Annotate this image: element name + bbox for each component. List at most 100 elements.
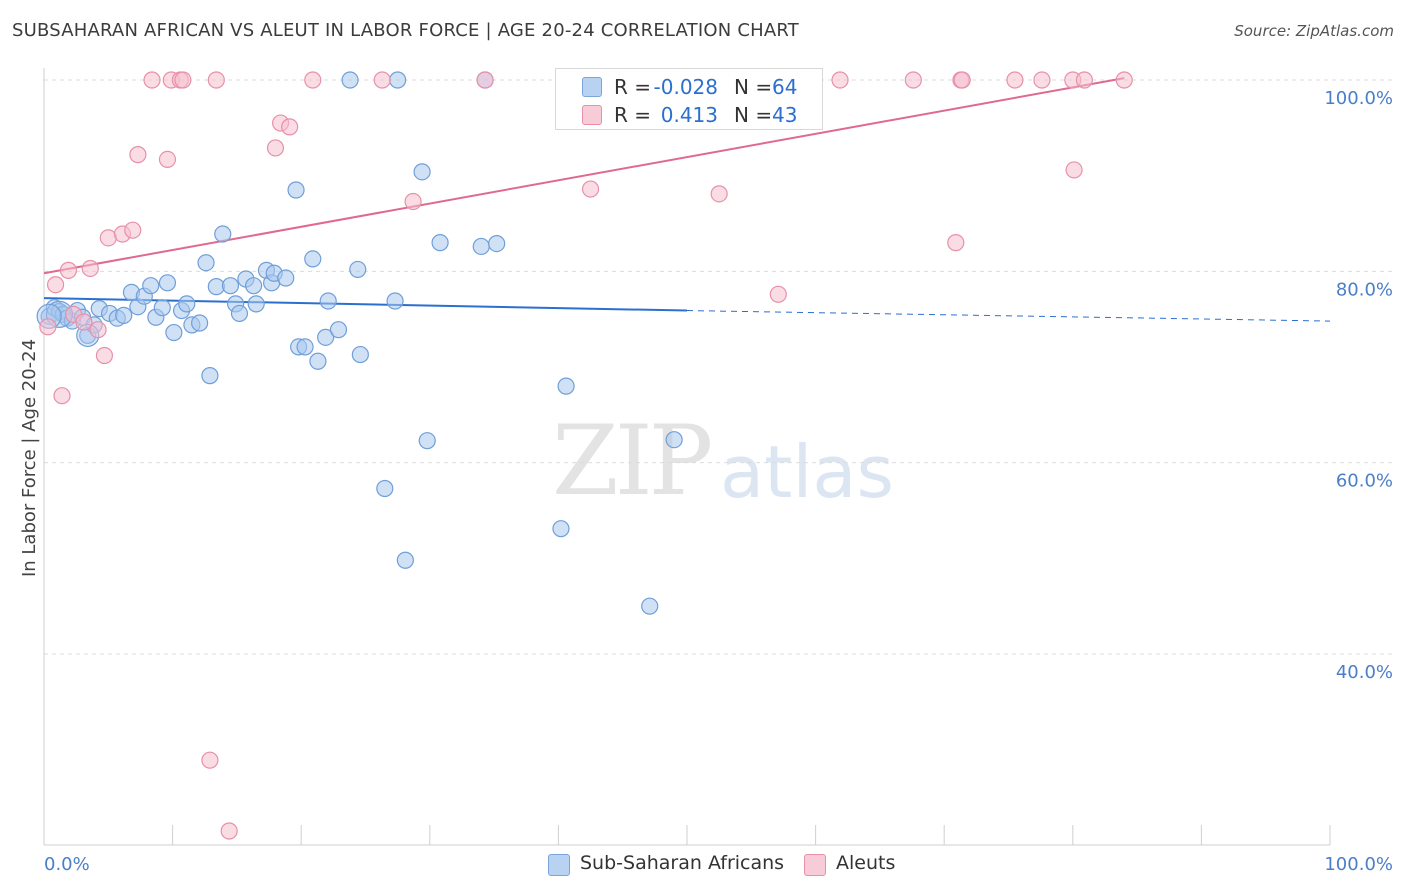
sub-saharan-point	[413, 163, 431, 181]
sub-saharan-point	[191, 314, 209, 332]
aleut-point	[95, 346, 114, 365]
aleut-point	[904, 71, 922, 89]
legend-row-blue: R = -0.028 N = 64	[556, 72, 822, 100]
aleut-point	[129, 146, 147, 164]
sub-saharan-point	[319, 292, 337, 310]
sub-saharan-point	[115, 306, 133, 324]
aleut-point	[1006, 71, 1024, 89]
aleut-point	[81, 259, 99, 278]
aleut-point	[75, 313, 93, 331]
sub-saharan-point	[376, 479, 394, 498]
legend-n-label: N =	[734, 103, 773, 127]
aleut-point	[476, 71, 494, 89]
legend-n-label: N =	[734, 75, 773, 99]
legend-n-value: 43	[772, 103, 798, 127]
chart-title: SUBSAHARAN AFRICAN VS ALEUT IN LABOR FOR…	[12, 20, 799, 41]
sub-saharan-point	[214, 225, 232, 243]
sub-saharan-point	[142, 277, 160, 295]
y-axis-label: In Labor Force | Age 20-24	[19, 339, 40, 577]
aleut-point	[39, 318, 57, 336]
source-credit: Source: ZipAtlas.com	[1234, 22, 1394, 40]
x-tick-label-max: 100.0%	[1324, 854, 1393, 875]
sub-saharan-point	[349, 260, 367, 279]
sub-saharan-point	[552, 520, 570, 538]
legend-r-label: R =	[614, 75, 652, 99]
legend-n-value: 64	[772, 75, 798, 99]
sub-saharan-point	[431, 234, 449, 252]
sub-saharan-point	[165, 323, 183, 342]
legend-row-pink: R = 0.413 N = 43	[556, 100, 822, 128]
sub-saharan-point	[247, 295, 265, 313]
aleut-point	[59, 261, 78, 279]
y-tick-label: 80.0%	[1336, 279, 1393, 300]
aleut-point	[947, 234, 965, 252]
sub-saharan-point	[221, 277, 240, 295]
legend-swatch-pink	[582, 105, 602, 125]
sub-saharan-point	[153, 299, 171, 317]
aleut-point	[220, 822, 238, 840]
sub-saharan-point	[341, 71, 359, 89]
sub-saharan-point	[396, 551, 414, 569]
sub-saharan-point	[389, 71, 407, 89]
aleut-point	[201, 751, 219, 769]
stats-legend: R = -0.028 N = 64 R = 0.413 N = 43	[555, 68, 823, 130]
legend-swatch-pink	[804, 854, 826, 876]
legend-swatch-blue	[582, 77, 602, 97]
series-aleut-points	[39, 71, 1133, 840]
y-tick-label: 100.0%	[1324, 88, 1393, 109]
aleut-point	[373, 71, 391, 89]
aleut-point	[1033, 71, 1051, 89]
sub-saharan-point	[178, 295, 196, 313]
watermark-atlas: atlas	[720, 430, 894, 514]
aleut-point	[46, 276, 65, 294]
sub-saharan-point	[277, 269, 295, 287]
legend-label-sub-saharan: Sub-Saharan Africans	[580, 852, 785, 874]
sub-saharan-trend-extension	[686, 310, 1331, 322]
sub-saharan-point	[230, 304, 249, 323]
sub-saharan-point	[386, 292, 404, 310]
aleut-point	[304, 71, 322, 89]
aleut-point	[953, 71, 971, 89]
sub-saharan-point	[197, 254, 215, 272]
sub-saharan-point	[158, 274, 177, 292]
sub-saharan-point	[665, 431, 683, 449]
sub-saharan-point	[317, 328, 335, 346]
aleut-point	[404, 192, 422, 211]
legend-swatch-blue	[548, 854, 570, 876]
aleut-point	[207, 71, 225, 89]
legend-r-label: R =	[614, 103, 652, 127]
aleut-point	[1075, 71, 1093, 89]
aleut-point	[89, 321, 107, 339]
aleut-point	[581, 180, 600, 198]
aleut-point	[831, 71, 849, 89]
legend-r-value: 0.413	[660, 103, 718, 127]
sub-saharan-point	[641, 597, 659, 615]
sub-saharan-point	[309, 352, 327, 370]
sub-saharan-point	[472, 237, 490, 256]
aleut-point	[143, 71, 161, 89]
watermark-zip: ZIP	[552, 405, 713, 517]
x-tick-label-min: 0.0%	[44, 854, 90, 875]
y-tick-label: 40.0%	[1336, 662, 1393, 683]
sub-saharan-point	[201, 367, 219, 385]
axis-labels: 40.0% 60.0% 80.0% 100.0% 0.0% 100.0% In Labor …	[19, 88, 1393, 875]
aleut-point	[769, 285, 787, 303]
sub-saharan-point	[287, 181, 305, 199]
gridlines	[44, 79, 1392, 655]
series-legend: Sub-Saharan Africans Aleuts	[0, 852, 1406, 878]
sub-saharan-point	[418, 432, 436, 450]
aleut-point	[281, 118, 299, 136]
aleut-point	[99, 229, 117, 247]
aleut-point	[1065, 161, 1083, 179]
sub-saharan-point	[351, 345, 369, 364]
aleut-point	[124, 221, 142, 239]
legend-label-aleuts: Aleuts	[836, 852, 896, 874]
sub-saharan-point	[304, 250, 322, 268]
series-sub-saharan-points	[36, 71, 683, 615]
y-tick-label: 60.0%	[1336, 471, 1393, 492]
aleut-point	[174, 71, 192, 89]
sub-saharan-point	[557, 377, 575, 395]
axes	[43, 68, 1331, 846]
aleut-point	[1115, 71, 1133, 89]
